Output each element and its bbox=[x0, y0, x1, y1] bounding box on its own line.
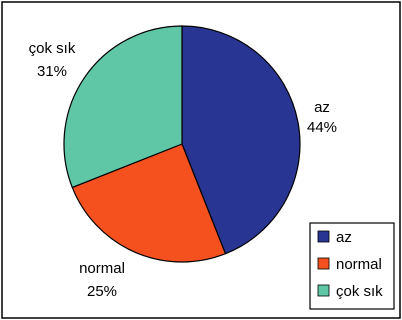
slice-label-normal-percent: 25% bbox=[87, 283, 117, 300]
slice-az bbox=[181, 25, 301, 255]
legend-label-az: az bbox=[336, 229, 352, 246]
slice-label-az-percent: 44% bbox=[307, 119, 337, 136]
legend: az normal çok sık bbox=[309, 222, 395, 310]
legend-swatch-az bbox=[317, 230, 330, 243]
legend-swatch-normal bbox=[317, 257, 330, 270]
legend-swatch-cok-sik bbox=[317, 284, 330, 297]
slice-label-cok-sik-percent: 31% bbox=[37, 63, 67, 80]
slice-label-cok-sik-name: çok sık bbox=[29, 40, 76, 57]
legend-label-normal: normal bbox=[336, 256, 382, 273]
slice-label-normal-name: normal bbox=[79, 260, 125, 277]
slice-normal bbox=[71, 143, 227, 263]
slice-label-az-name: az bbox=[314, 99, 330, 116]
pie-slices bbox=[63, 25, 301, 263]
legend-label-cok-sik: çok sık bbox=[336, 283, 383, 300]
slice-cok-sik bbox=[63, 25, 183, 189]
